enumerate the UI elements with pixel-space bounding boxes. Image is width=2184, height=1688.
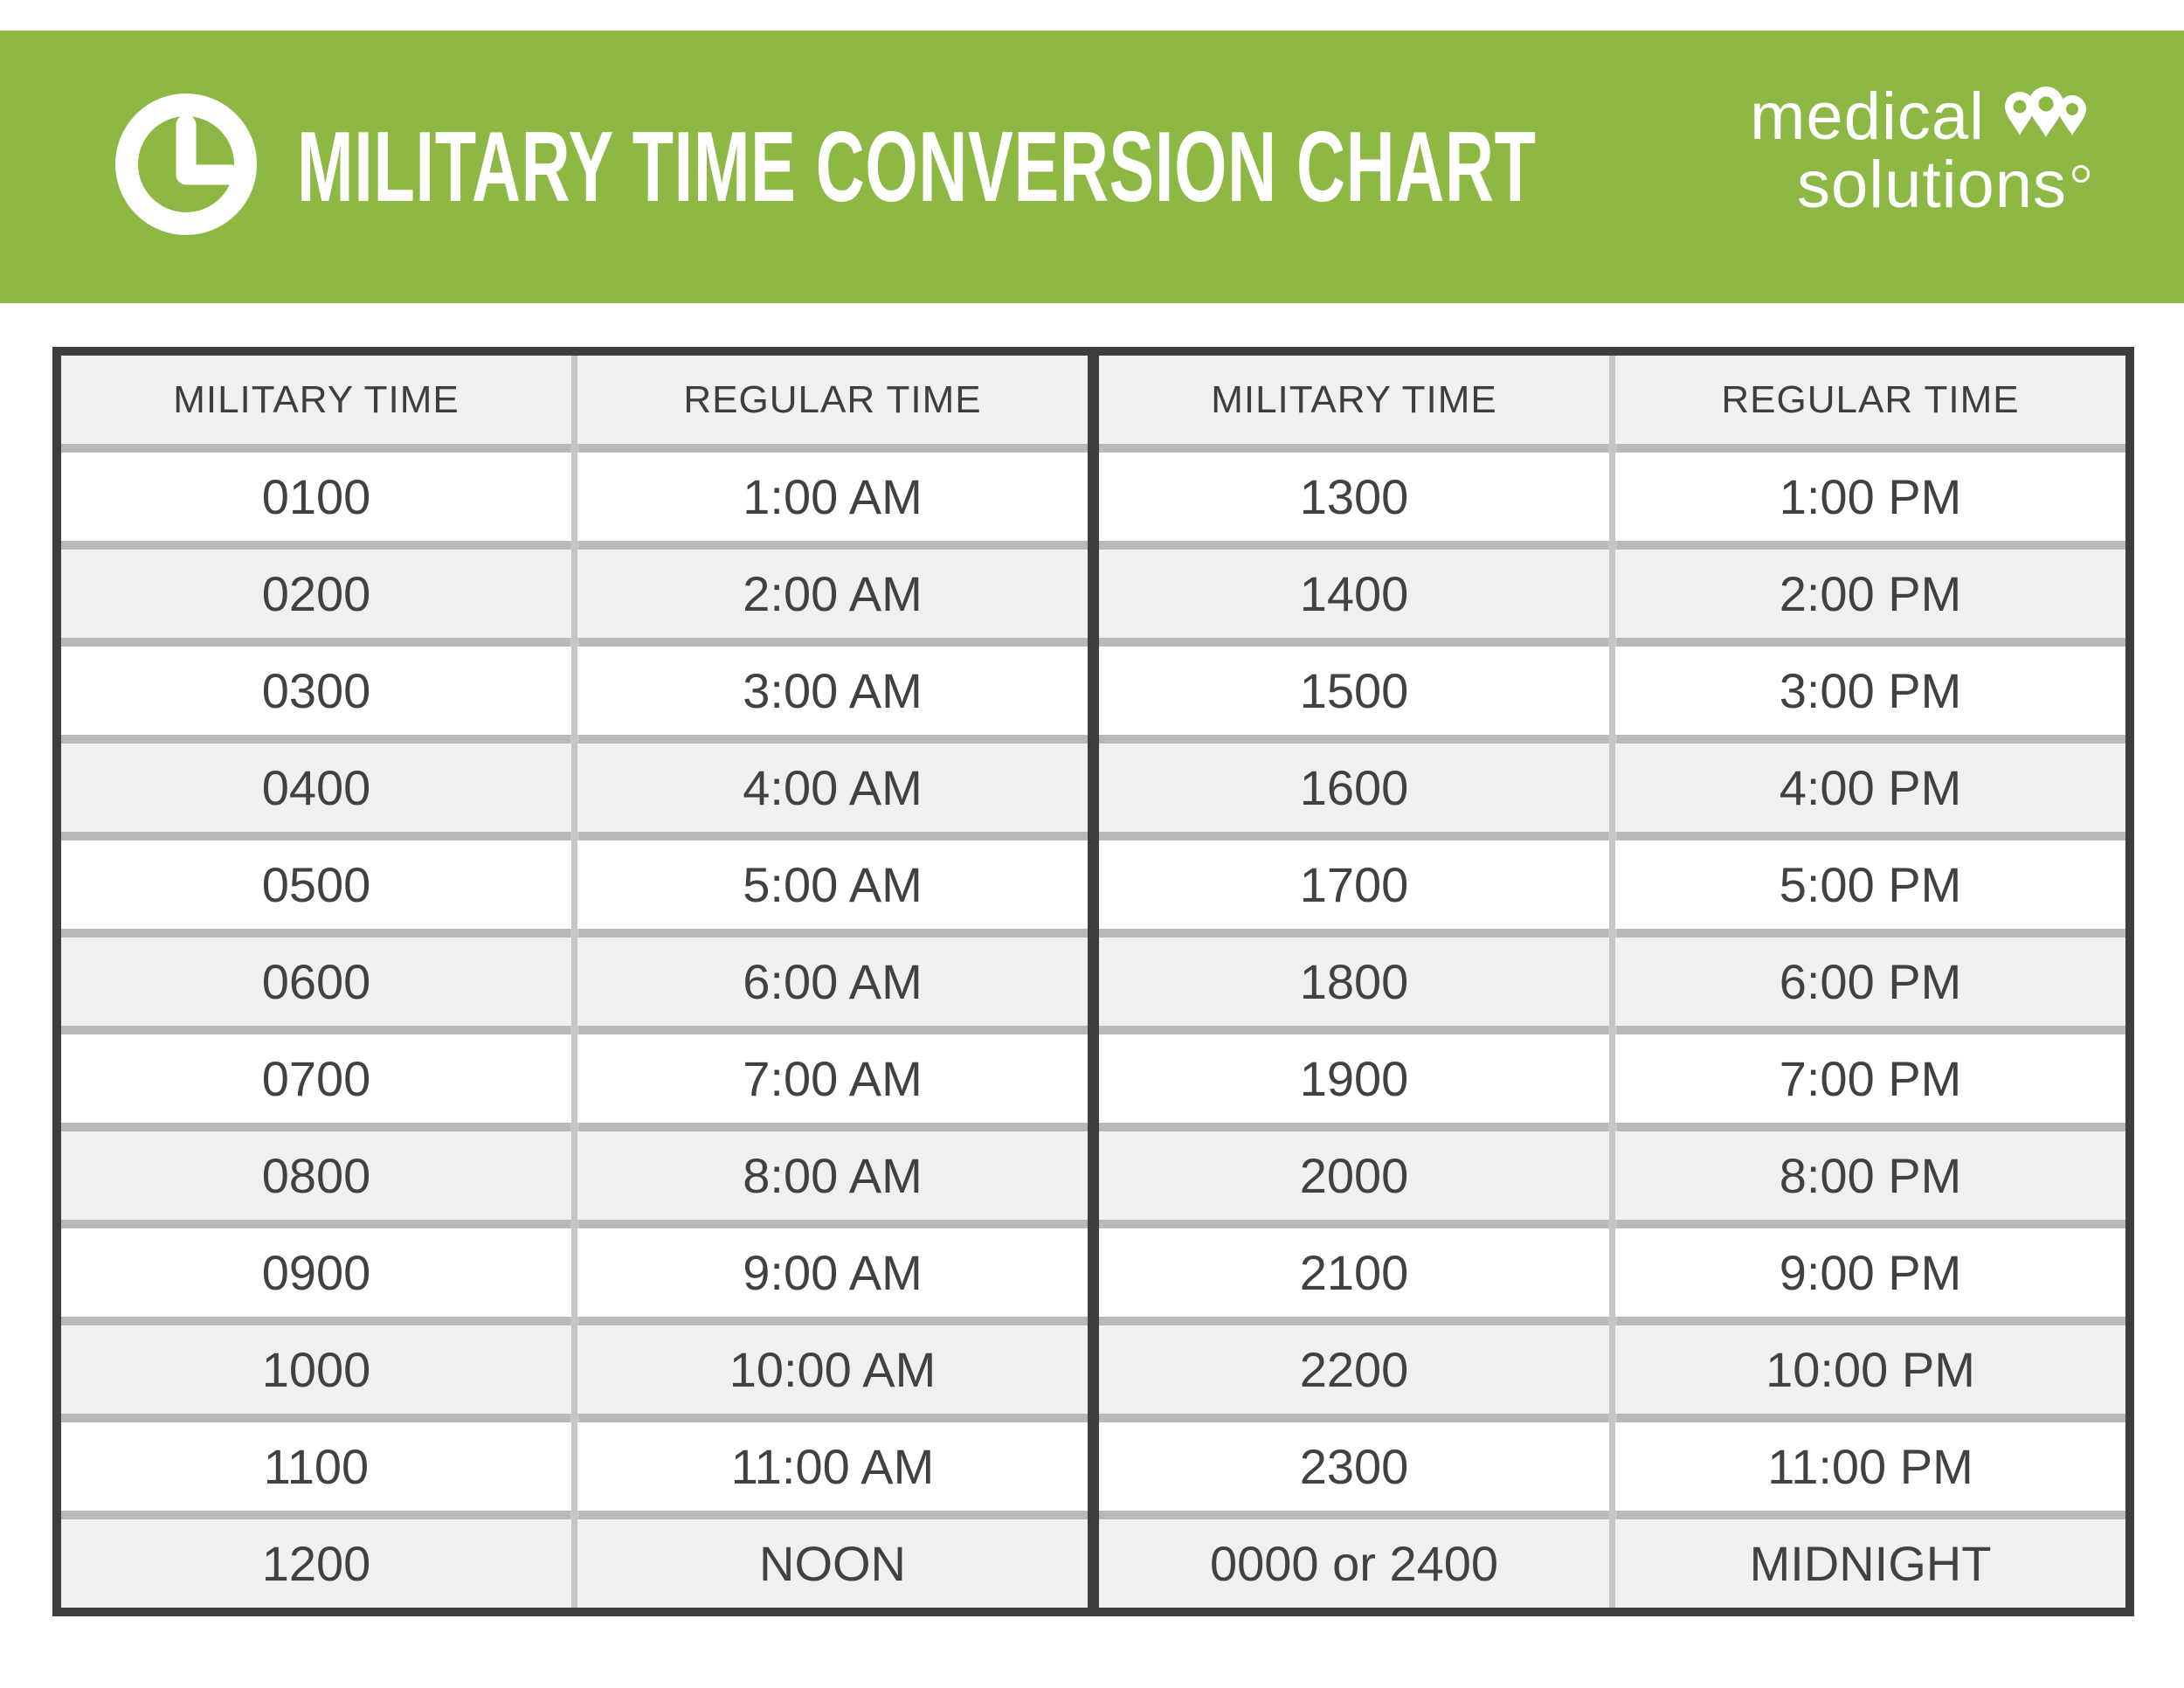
table-cell: 4:00 AM [577, 744, 1088, 832]
logo-word-solutions: solutions [1797, 148, 2067, 222]
header-cell: REGULAR TIME [577, 356, 1088, 444]
table-cell: 1800 [1099, 937, 1609, 1026]
logo-line-2: solutions [1750, 151, 2090, 219]
table-cell: 8:00 PM [1615, 1131, 2125, 1220]
table-cell: 1100 [61, 1422, 571, 1511]
conversion-table: MILITARY TIME REGULAR TIME 0100 1:00 AM 0200… [52, 347, 2134, 1616]
table-cell: 2000 [1099, 1131, 1609, 1220]
header-cell: MILITARY TIME [61, 356, 571, 444]
table-cell: 2200 [1099, 1325, 1609, 1414]
table-cell: 0800 [61, 1131, 571, 1220]
page-title: MILITARY TIME CONVERSION CHART [297, 111, 1537, 223]
table-cell: 1900 [1099, 1034, 1609, 1123]
table-cell: 6:00 AM [577, 937, 1088, 1026]
table-cell: 11:00 AM [577, 1422, 1088, 1511]
table-cell: 1:00 AM [577, 453, 1088, 541]
table-cell: 10:00 PM [1615, 1325, 2125, 1414]
table-cell: 0300 [61, 647, 571, 735]
table-cell: 0700 [61, 1034, 571, 1123]
table-cell: 0200 [61, 550, 571, 638]
table-cell: 1500 [1099, 647, 1609, 735]
table-cell: 4:00 PM [1615, 744, 2125, 832]
table-cell: 9:00 PM [1615, 1228, 2125, 1317]
table-cell: 5:00 AM [577, 841, 1088, 929]
clock-icon [115, 93, 257, 235]
table-cell: 7:00 AM [577, 1034, 1088, 1123]
table-cell: MIDNIGHT [1615, 1519, 2125, 1608]
brand-logo: medical solutions [1750, 83, 2090, 219]
table-left-half: MILITARY TIME REGULAR TIME 0100 1:00 AM 0200… [61, 356, 1088, 1608]
table-cell: 0500 [61, 841, 571, 929]
table-cell: 1400 [1099, 550, 1609, 638]
table-cell: 7:00 PM [1615, 1034, 2125, 1123]
table-cell: 8:00 AM [577, 1131, 1088, 1220]
table-cell: 1:00 PM [1615, 453, 2125, 541]
logo-word-medical: medical [1750, 80, 1985, 154]
table-cell: 1300 [1099, 453, 1609, 541]
table-cell: 11:00 PM [1615, 1422, 2125, 1511]
table-cell: 1000 [61, 1325, 571, 1414]
table-cell: 3:00 PM [1615, 647, 2125, 735]
table-cell: 1600 [1099, 744, 1609, 832]
table-cell: 2:00 PM [1615, 550, 2125, 638]
table-cell: 6:00 PM [1615, 937, 2125, 1026]
table-cell: 3:00 AM [577, 647, 1088, 735]
table-cell: 9:00 AM [577, 1228, 1088, 1317]
logo-line-1: medical [1750, 83, 2090, 151]
header-banner: MILITARY TIME CONVERSION CHART medical s… [0, 31, 2184, 303]
table-cell: 1700 [1099, 841, 1609, 929]
table-cell: 0400 [61, 744, 571, 832]
header-cell: REGULAR TIME [1615, 356, 2125, 444]
table-cell: 0000 or 2400 [1099, 1519, 1609, 1608]
registered-mark-icon [2072, 165, 2090, 183]
table-cell: 10:00 AM [577, 1325, 1088, 1414]
table-cell: 0600 [61, 937, 571, 1026]
map-pins-icon [2005, 86, 2086, 137]
table-right-half: MILITARY TIME REGULAR TIME 1300 1:00 PM 1400… [1099, 356, 2125, 1608]
table-cell: 0100 [61, 453, 571, 541]
table-cell: 1200 [61, 1519, 571, 1608]
table-cell: 2100 [1099, 1228, 1609, 1317]
table-cell: 0900 [61, 1228, 571, 1317]
table-cell: 2300 [1099, 1422, 1609, 1511]
header-cell: MILITARY TIME [1099, 356, 1609, 444]
table-cell: NOON [577, 1519, 1088, 1608]
table-cell: 5:00 PM [1615, 841, 2125, 929]
table-cell: 2:00 AM [577, 550, 1088, 638]
